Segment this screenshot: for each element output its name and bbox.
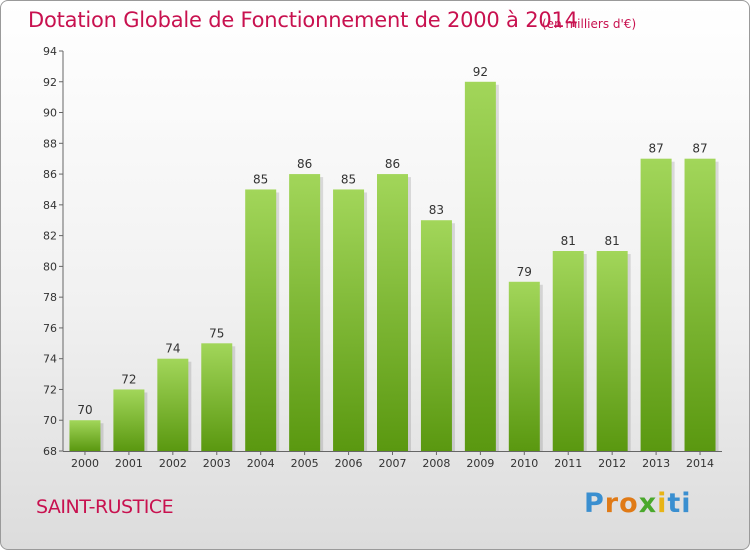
bar-value-label: 81 [561, 234, 576, 248]
y-tick-label: 88 [43, 137, 57, 150]
bar-value-label: 87 [648, 142, 663, 156]
bar-value-label: 86 [385, 157, 400, 171]
bar [640, 158, 672, 451]
bar [464, 81, 496, 452]
bar-value-label: 86 [297, 157, 312, 171]
bar-value-label: 74 [165, 342, 180, 356]
x-tick-label: 2003 [203, 457, 231, 470]
x-tick-label: 2001 [115, 457, 143, 470]
bar [508, 281, 540, 451]
y-tick-label: 76 [43, 322, 57, 335]
commune-name: SAINT-RUSTICE [36, 496, 174, 518]
bar [157, 358, 189, 451]
bar [201, 343, 233, 451]
x-tick-label: 2012 [598, 457, 626, 470]
y-tick-label: 80 [43, 260, 57, 273]
y-tick-label: 94 [43, 45, 57, 58]
y-tick-label: 82 [43, 230, 57, 243]
y-tick-label: 84 [43, 199, 57, 212]
bar [420, 220, 452, 451]
bar [289, 174, 321, 452]
x-tick-label: 2014 [686, 457, 714, 470]
bar [245, 189, 277, 451]
x-tick-label: 2011 [554, 457, 582, 470]
logo-letter: r [604, 488, 620, 519]
x-tick-label: 2000 [71, 457, 99, 470]
bar [596, 251, 628, 451]
x-tick-label: 2013 [642, 457, 670, 470]
logo-letter: o [619, 488, 639, 519]
bar-value-label: 83 [429, 203, 444, 217]
x-tick-label: 2008 [422, 457, 450, 470]
x-tick-label: 2007 [379, 457, 407, 470]
y-tick-label: 74 [43, 353, 57, 366]
y-tick-label: 68 [43, 445, 57, 458]
bar-value-label: 79 [517, 265, 532, 279]
x-tick-label: 2002 [159, 457, 187, 470]
y-tick-label: 86 [43, 168, 57, 181]
x-tick-label: 2004 [247, 457, 275, 470]
unit-note: (en milliers d'€) [542, 17, 637, 31]
y-tick-label: 78 [43, 291, 57, 304]
bar-value-label: 87 [692, 142, 707, 156]
logo-letter: i [681, 488, 692, 519]
bars-group: 70 72 74 75 85 86 85 86 83 92 79 81 81 87 87 [69, 65, 719, 452]
proxiti-logo: Proxiti [584, 488, 692, 519]
y-tick-label: 90 [43, 107, 57, 120]
chart-title: Dotation Globale de Fonctionnement de 20… [28, 8, 578, 32]
bar-value-label: 85 [341, 172, 356, 186]
bar-value-label: 75 [209, 326, 224, 340]
bar [333, 189, 365, 451]
axes-group: 68 70 72 74 76 78 80 82 84 86 88 90 92 94 2000 2001 2002… [43, 45, 722, 470]
logo-letter: i [657, 488, 668, 519]
x-tick-label: 2010 [510, 457, 538, 470]
bar [69, 420, 101, 451]
y-tick-label: 92 [43, 76, 57, 89]
bar [113, 389, 145, 451]
logo-letter: P [584, 488, 605, 519]
y-tick-label: 70 [43, 414, 57, 427]
y-tick-label: 72 [43, 383, 57, 396]
bar-value-label: 85 [253, 172, 268, 186]
bar-value-label: 70 [77, 403, 92, 417]
bar-value-label: 72 [121, 372, 136, 386]
bar-value-label: 92 [473, 65, 488, 79]
logo-letter: x [638, 488, 658, 519]
bar [684, 158, 716, 451]
x-tick-label: 2005 [291, 457, 319, 470]
bar-value-label: 81 [605, 234, 620, 248]
logo-letter: t [667, 488, 682, 519]
x-tick-label: 2009 [466, 457, 494, 470]
bar [552, 251, 584, 451]
x-tick-label: 2006 [335, 457, 363, 470]
bar [377, 174, 408, 452]
